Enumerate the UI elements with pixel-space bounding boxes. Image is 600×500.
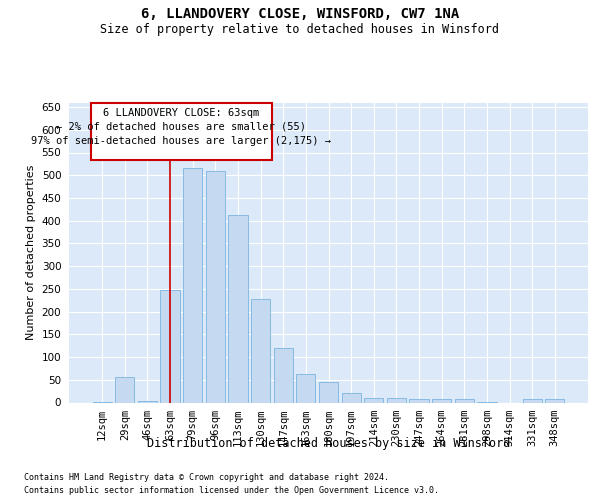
Bar	[523, 400, 542, 402]
Bar	[91, 104, 272, 160]
Bar	[341, 394, 361, 402]
Bar	[183, 168, 202, 402]
Bar	[455, 400, 474, 402]
Bar	[229, 215, 248, 402]
Bar	[160, 290, 180, 403]
Bar	[138, 400, 157, 402]
Bar	[409, 400, 428, 402]
Bar	[251, 299, 270, 403]
Text: Contains HM Land Registry data © Crown copyright and database right 2024.: Contains HM Land Registry data © Crown c…	[24, 472, 389, 482]
Text: Contains public sector information licensed under the Open Government Licence v3: Contains public sector information licen…	[24, 486, 439, 495]
Bar	[387, 398, 406, 402]
Text: 6, LLANDOVERY CLOSE, WINSFORD, CW7 1NA: 6, LLANDOVERY CLOSE, WINSFORD, CW7 1NA	[141, 8, 459, 22]
Text: 6 LLANDOVERY CLOSE: 63sqm: 6 LLANDOVERY CLOSE: 63sqm	[103, 108, 260, 118]
Bar	[115, 376, 134, 402]
Bar	[206, 170, 225, 402]
Text: ← 2% of detached houses are smaller (55): ← 2% of detached houses are smaller (55)	[56, 122, 307, 132]
Bar	[274, 348, 293, 403]
Bar	[296, 374, 316, 402]
Bar	[545, 400, 565, 402]
Bar	[432, 400, 451, 402]
Bar	[364, 398, 383, 402]
Text: Distribution of detached houses by size in Winsford: Distribution of detached houses by size …	[147, 438, 511, 450]
Y-axis label: Number of detached properties: Number of detached properties	[26, 165, 36, 340]
Bar	[319, 382, 338, 402]
Text: Size of property relative to detached houses in Winsford: Size of property relative to detached ho…	[101, 22, 499, 36]
Text: 97% of semi-detached houses are larger (2,175) →: 97% of semi-detached houses are larger (…	[31, 136, 331, 146]
